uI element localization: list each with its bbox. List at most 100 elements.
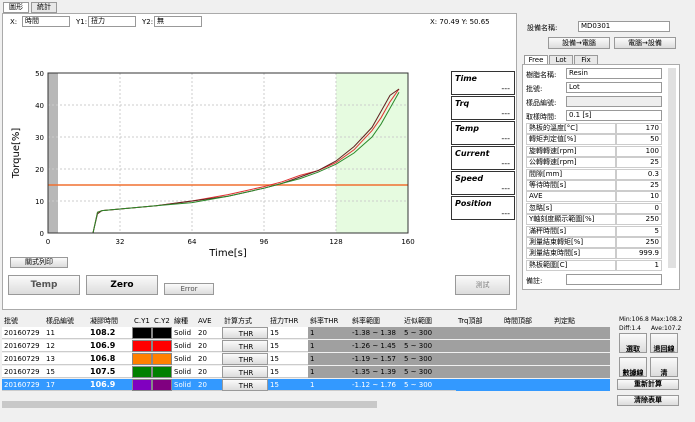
reading: Position --- [451, 196, 515, 220]
button[interactable]: Error [164, 283, 214, 295]
stat: Max:108.2 [651, 316, 683, 323]
table-cell: 20 [198, 329, 207, 337]
param-value[interactable]: 100 [616, 145, 662, 157]
param-value[interactable]: 170 [616, 123, 662, 134]
table-cell: 20160729 [4, 381, 40, 389]
column-header: C.Y1 [134, 317, 150, 325]
button[interactable]: 電腦→設備 [614, 37, 676, 49]
color-cell [152, 340, 172, 352]
param-value[interactable]: 250 [616, 214, 662, 226]
shade-region [336, 73, 408, 233]
selector[interactable]: 時間 [22, 16, 70, 27]
field-input[interactable]: Resin [566, 68, 662, 79]
reading-label: Temp [455, 124, 479, 133]
action-button[interactable]: 清除表單 [617, 395, 679, 406]
y-tick-label: 30 [35, 134, 44, 142]
table-cell: 1 [308, 353, 350, 365]
color-cell [152, 353, 172, 365]
param-value[interactable]: 10 [616, 191, 662, 203]
note-input[interactable] [566, 274, 662, 285]
table-cell: 1 [308, 340, 350, 352]
param-value[interactable]: 5 [616, 225, 662, 237]
field-input[interactable] [566, 96, 662, 107]
table-cell: 20160729 [4, 329, 40, 337]
column-header: 凝膠時間 [90, 317, 118, 325]
table-cell: 107.5 [90, 367, 116, 376]
field-input[interactable]: 0.1 [s] [566, 110, 662, 121]
param-value[interactable]: 250 [616, 237, 662, 248]
field-input[interactable]: Lot [566, 82, 662, 93]
button[interactable]: Temp [8, 275, 80, 295]
button[interactable]: 關式列印 [10, 257, 68, 268]
table-cell: -1.26 ~ 1.45 [350, 340, 402, 352]
reading: Current --- [451, 146, 515, 170]
table-cell: 106.8 [90, 354, 116, 363]
x-tick-label: 32 [116, 238, 125, 246]
h-scrollbar [2, 401, 377, 408]
param-label: 旋轉轉速[rpm] [526, 145, 616, 157]
table-cell: Solid [174, 342, 192, 350]
table-cell: 1 [308, 366, 350, 378]
reading-value: --- [501, 209, 510, 218]
table-cell: -1.38 ~ 1.38 [350, 327, 402, 339]
selector[interactable]: 扭力 [88, 16, 136, 27]
action-button[interactable]: 數據線 [619, 357, 647, 377]
table-cell: 1 [308, 327, 350, 339]
table-cell: 15 [270, 381, 279, 389]
action-button[interactable]: 選取 [619, 333, 647, 353]
column-header: 近似範圍 [404, 317, 432, 325]
tab[interactable]: 圖形 [3, 2, 29, 13]
table-cell: THR [222, 340, 268, 352]
table-cell: 5 ~ 300 [402, 353, 456, 365]
button[interactable]: 設備→電腦 [548, 37, 610, 49]
action-button[interactable]: 重新計算 [617, 379, 679, 390]
reading-value: --- [501, 84, 510, 93]
y-tick-label: 0 [40, 230, 44, 238]
param-value[interactable]: 1 [616, 259, 662, 271]
param-value[interactable]: 25 [616, 157, 662, 169]
table-cell: 20160729 [4, 368, 40, 376]
table-cell: 15 [270, 368, 279, 376]
table-cell: THR [222, 327, 268, 339]
selector[interactable]: 無 [154, 16, 202, 27]
reading-label: Time [455, 74, 477, 83]
table-cell: 13 [46, 355, 55, 363]
table-cell: 5 ~ 300 [402, 340, 456, 352]
field-label: 樹脂名稱: [526, 71, 557, 79]
x-tick-label: 96 [260, 238, 269, 246]
reading: Temp --- [451, 121, 515, 145]
button[interactable]: 測試 [455, 275, 510, 295]
tab[interactable]: 統計 [31, 2, 57, 13]
column-header: 線種 [174, 317, 188, 325]
param-value[interactable]: 25 [616, 180, 662, 191]
param-label: 公轉轉速[rpm] [526, 157, 616, 169]
table-cell: Solid [174, 368, 192, 376]
param-value[interactable]: 0.3 [616, 168, 662, 180]
button[interactable]: Zero [86, 275, 158, 295]
table-cell: 1 [310, 381, 315, 389]
selector-label: X: [10, 18, 18, 26]
column-header: AVE [198, 317, 212, 325]
column-header: 時間頂部 [504, 317, 532, 325]
table-cell: THR [222, 353, 268, 365]
param-value[interactable]: 999.9 [616, 248, 662, 260]
param-value[interactable]: 0 [616, 202, 662, 214]
table-cell [456, 353, 610, 365]
param-label: 轉矩判定值[%] [526, 134, 616, 146]
action-button[interactable]: 清 [650, 357, 678, 377]
action-button[interactable]: 退回線 [650, 333, 678, 353]
device-value[interactable]: MD0301 [578, 21, 670, 32]
scrollbar [668, 68, 676, 268]
param-value[interactable]: 50 [616, 134, 662, 146]
column-header: 樣品編號 [46, 317, 74, 325]
table-cell: 11 [46, 329, 55, 337]
table-cell [456, 327, 610, 339]
reading-value: --- [501, 134, 510, 143]
y-tick-label: 20 [35, 166, 44, 174]
data-line [48, 91, 400, 234]
column-header: 判定點 [554, 317, 575, 325]
x-tick-label: 160 [401, 238, 414, 246]
table-cell: 15 [270, 342, 279, 350]
